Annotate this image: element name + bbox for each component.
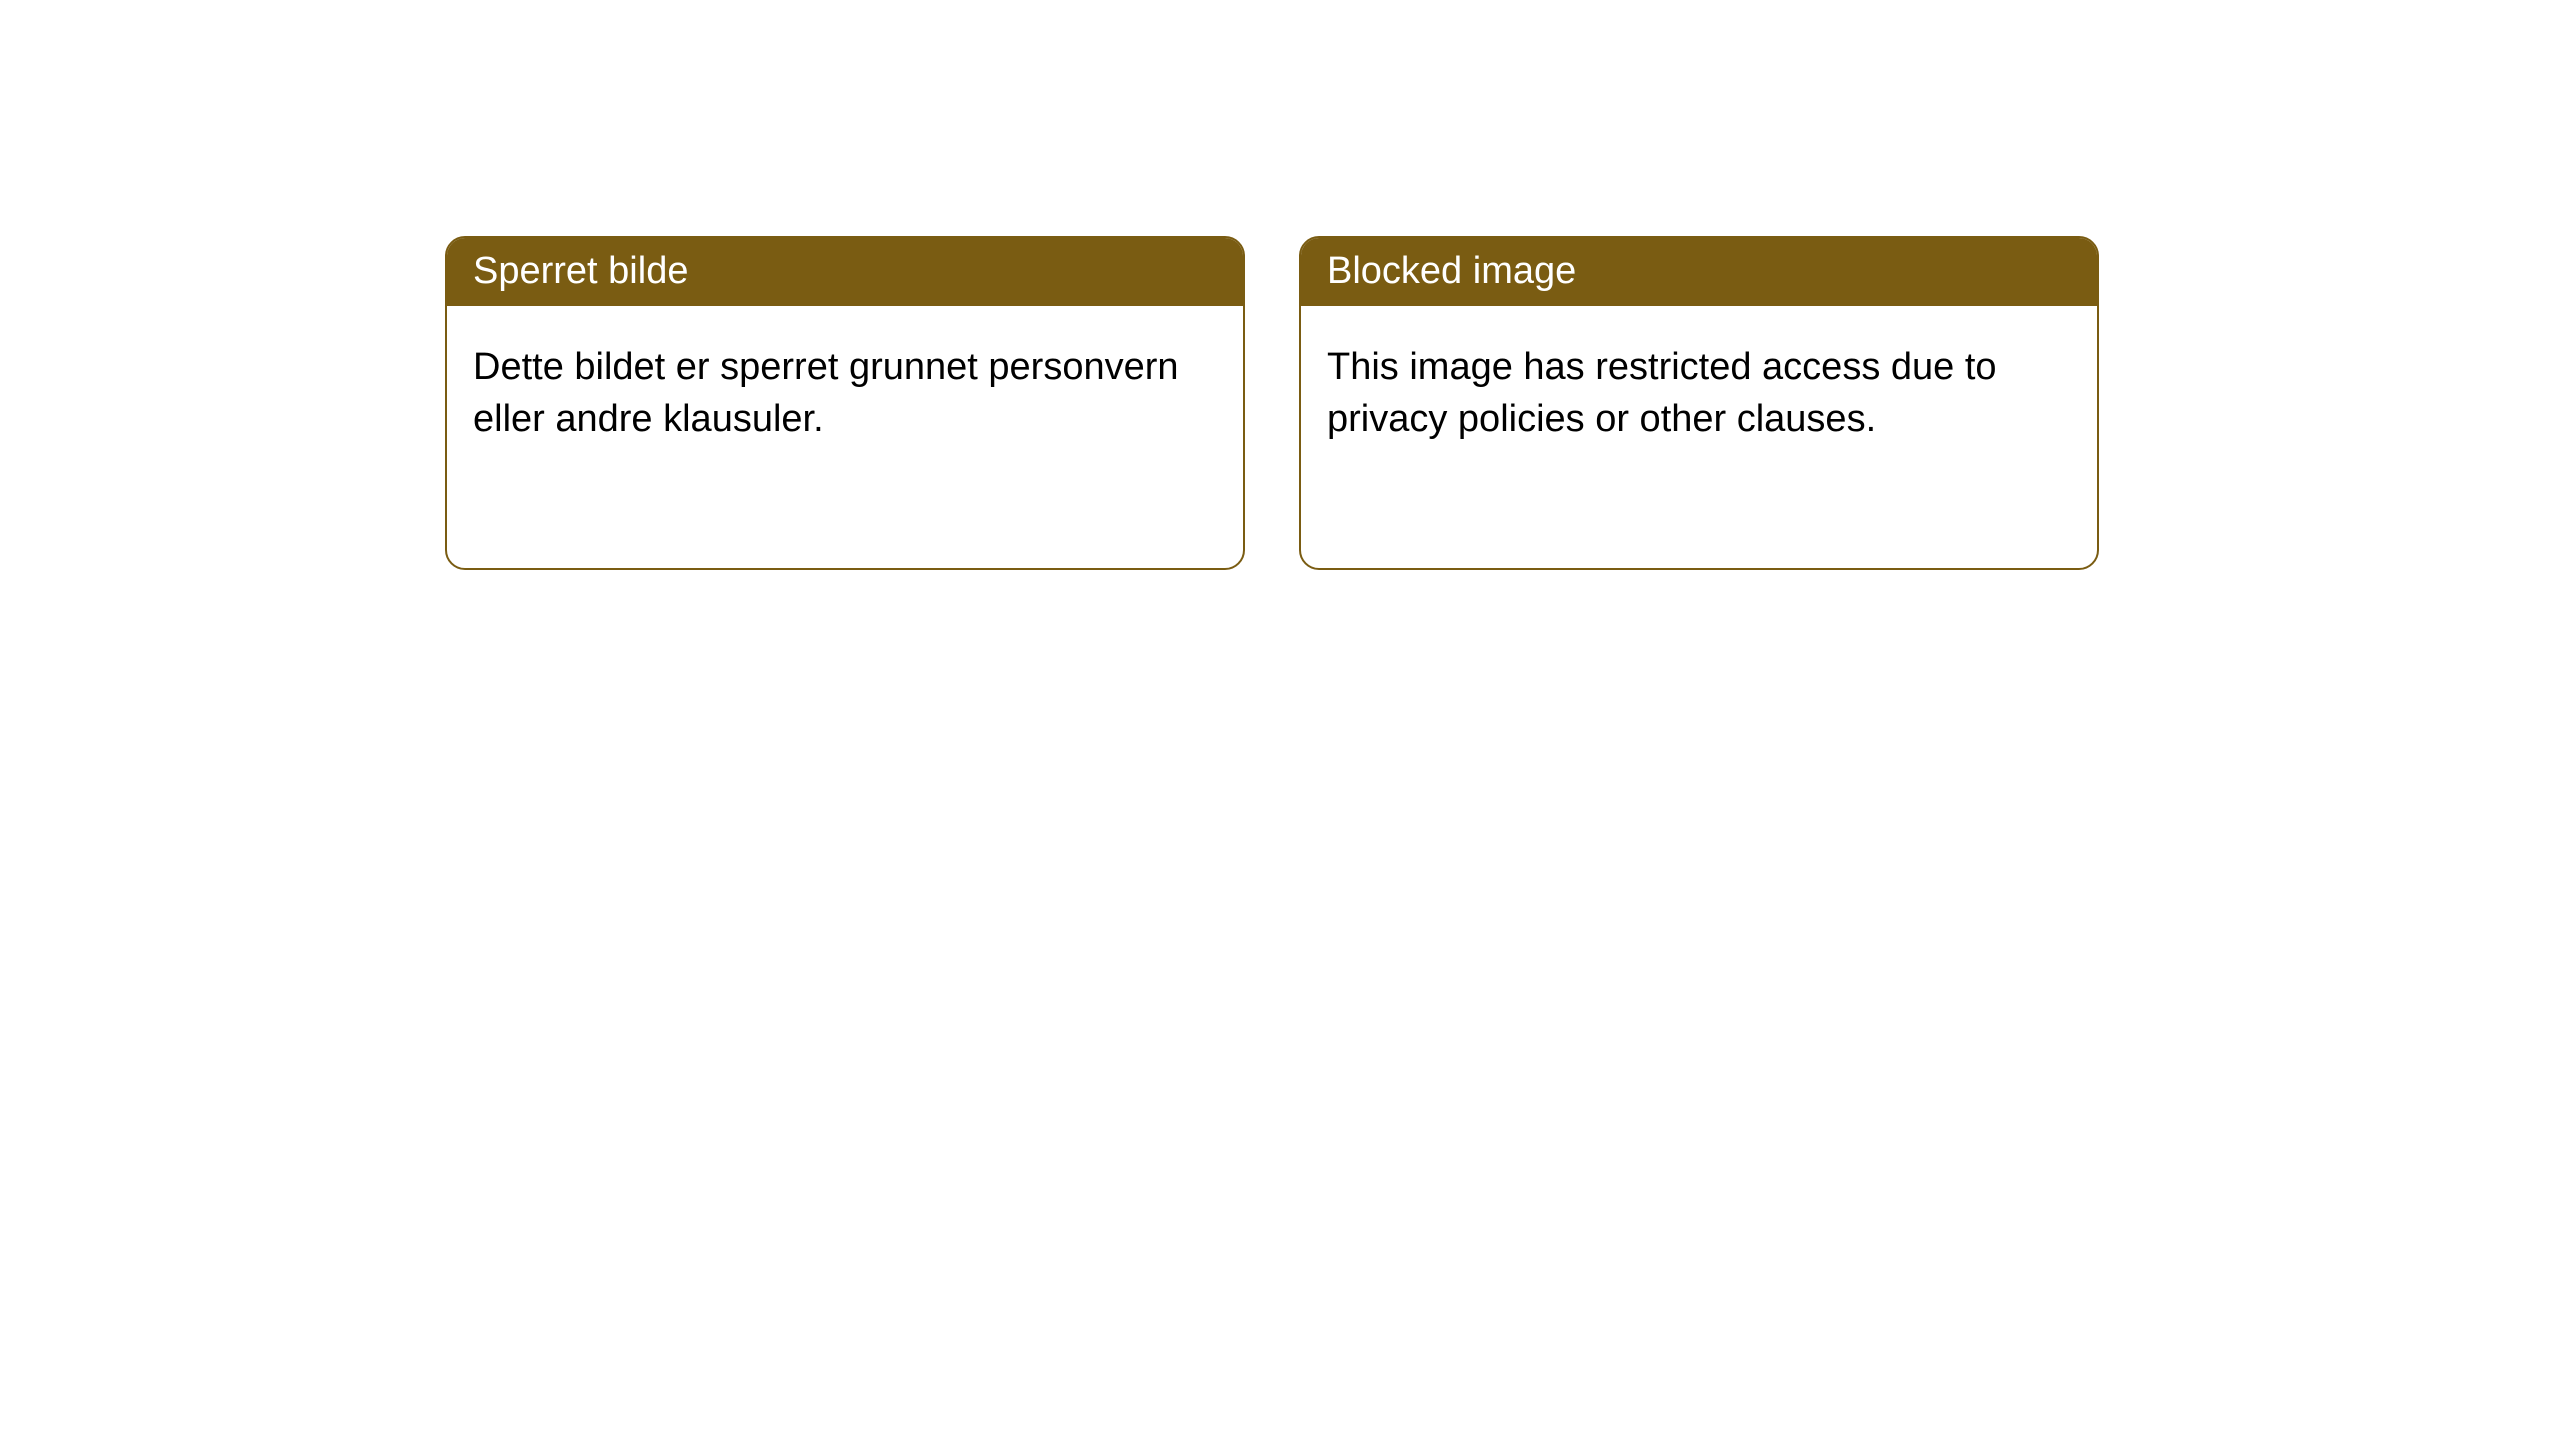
notice-card-title: Blocked image	[1301, 238, 2097, 306]
notice-card-english: Blocked image This image has restricted …	[1299, 236, 2099, 570]
notice-card-title: Sperret bilde	[447, 238, 1243, 306]
notice-container: Sperret bilde Dette bildet er sperret gr…	[0, 0, 2560, 570]
notice-card-norwegian: Sperret bilde Dette bildet er sperret gr…	[445, 236, 1245, 570]
notice-card-body: Dette bildet er sperret grunnet personve…	[447, 306, 1243, 471]
notice-card-body: This image has restricted access due to …	[1301, 306, 2097, 471]
